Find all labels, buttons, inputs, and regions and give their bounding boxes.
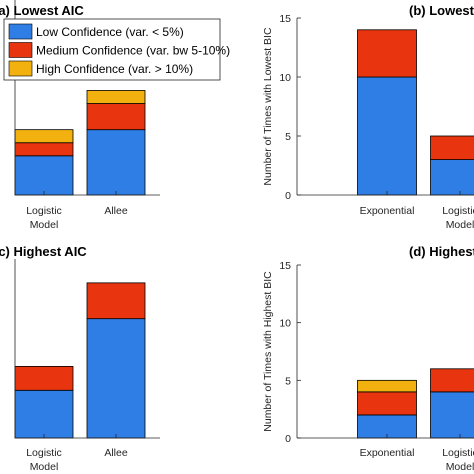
bar-b-logistic-s1 — [430, 135, 474, 161]
legend-label-2: High Confidence (var. > 10%) — [36, 62, 193, 76]
bar-d-exponential-s1 — [357, 391, 417, 416]
ytick-label-d-10: 10 — [279, 318, 291, 330]
ytick-label-b-5: 5 — [285, 131, 291, 143]
bar-b-exponential-s1 — [357, 29, 417, 78]
bar-a-allee-s0 — [86, 129, 146, 196]
ytick-label-b-15: 15 — [279, 13, 291, 25]
bar-c-logistic-s0 — [14, 389, 74, 439]
title-d: (d) Highest BIC — [409, 244, 474, 259]
ytick-label-d-0: 0 — [285, 433, 291, 445]
xtick-label-b-logistic: Logistic — [442, 205, 474, 217]
ylabel-b: Number of Times with Lowest BIC — [262, 27, 274, 186]
panel-a: Logistic Allee Model (a) Lowest AIC — [0, 0, 160, 231]
title-b: (b) Lowest BIC — [409, 3, 474, 18]
bar-d-logistic-s0 — [430, 391, 474, 439]
bar-a-logistic-s0 — [14, 155, 74, 196]
xtick-label-b-exponential: Exponential — [360, 205, 415, 217]
xtick-label-d-logistic: Logistic — [442, 447, 474, 459]
bar-a-logistic-s2 — [14, 129, 74, 144]
bar-d-exponential-s2 — [357, 379, 417, 393]
legend-label-0: Low Confidence (var. < 5%) — [36, 25, 184, 39]
ytick-label-b-0: 0 — [285, 190, 291, 202]
legend-swatch-1 — [8, 42, 33, 58]
title-c: (c) Highest AIC — [0, 244, 87, 259]
panel-d: 0 5 10 15 Exponential Logistic Model Number of … — [262, 244, 474, 473]
title-a: (a) Lowest AIC — [0, 3, 84, 18]
xlabel-c: Model — [30, 461, 59, 473]
legend-box — [3, 18, 221, 81]
bar-a-allee-s1 — [86, 103, 146, 131]
xlabel-d: Model — [446, 461, 474, 473]
bar-a-allee-s2 — [86, 90, 146, 104]
ytick-label-d-5: 5 — [285, 375, 291, 387]
bar-c-allee-s1 — [86, 282, 146, 320]
xtick-label-d-exponential: Exponential — [360, 447, 415, 459]
legend: Low Confidence (var. < 5%) Medium Confide… — [3, 18, 230, 81]
bar-d-logistic-s1 — [430, 368, 474, 393]
bar-a-logistic-s1 — [14, 142, 74, 157]
bar-c-logistic-s1 — [14, 365, 74, 391]
legend-swatch-0 — [8, 23, 33, 40]
panel-c: Logistic Allee Model (c) Highest AIC — [0, 244, 160, 473]
xtick-label-c-allee: Allee — [104, 447, 128, 459]
xtick-label-c-logistic: Logistic — [26, 447, 62, 459]
ylabel-d: Number of Times with Highest BIC — [262, 271, 274, 432]
panel-b: 0 5 10 15 Exponential Logistic Model Number of … — [262, 3, 474, 231]
legend-swatch-2 — [8, 60, 33, 77]
xlabel-b: Model — [446, 219, 474, 231]
legend-label-1: Medium Confidence (var. bw 5-10%) — [36, 44, 230, 58]
xtick-label-a-logistic: Logistic — [26, 205, 62, 217]
xtick-label-a-allee: Allee — [104, 205, 128, 217]
ytick-label-d-15: 15 — [279, 260, 291, 272]
bar-c-allee-s0 — [86, 318, 146, 439]
bar-b-logistic-s0 — [430, 159, 474, 196]
xlabel-a: Model — [30, 219, 59, 231]
bar-b-exponential-s0 — [357, 76, 417, 196]
ytick-label-b-10: 10 — [279, 72, 291, 84]
